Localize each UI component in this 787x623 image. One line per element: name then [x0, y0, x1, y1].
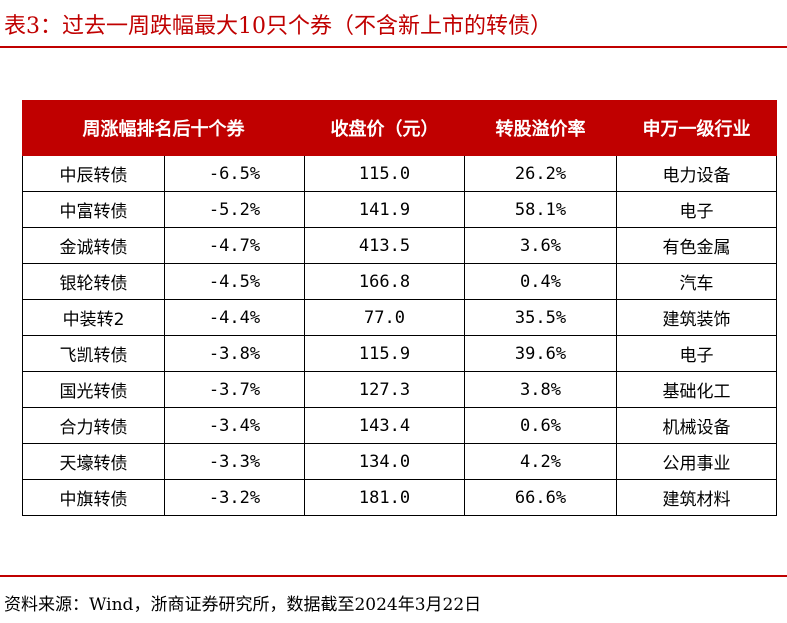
premium-cell: 66.6% — [464, 479, 617, 516]
bond-table: 周涨幅排名后十个券 收盘价（元） 转股溢价率 申万一级行业 中辰转债 -6.5% 1… — [22, 100, 777, 516]
header-premium: 转股溢价率 — [464, 100, 617, 156]
premium-cell: 3.8% — [464, 371, 617, 408]
premium-cell: 35.5% — [464, 299, 617, 336]
close-price-cell: 413.5 — [304, 227, 465, 264]
close-price-cell: 115.9 — [304, 335, 465, 372]
table-header-row: 周涨幅排名后十个券 收盘价（元） 转股溢价率 申万一级行业 — [22, 100, 777, 156]
industry-cell: 基础化工 — [616, 371, 777, 408]
table-row: 中富转债 -5.2% 141.9 58.1% 电子 — [22, 191, 777, 228]
bond-name-cell: 中装转2 — [22, 299, 165, 336]
header-industry: 申万一级行业 — [616, 100, 777, 156]
close-price-cell: 115.0 — [304, 155, 465, 192]
table-row: 中装转2 -4.4% 77.0 35.5% 建筑装饰 — [22, 299, 777, 336]
table-row: 中旗转债 -3.2% 181.0 66.6% 建筑材料 — [22, 479, 777, 516]
bond-name-cell: 中辰转债 — [22, 155, 165, 192]
table-row: 国光转债 -3.7% 127.3 3.8% 基础化工 — [22, 371, 777, 408]
change-cell: -3.2% — [164, 479, 305, 516]
table-row: 合力转债 -3.4% 143.4 0.6% 机械设备 — [22, 407, 777, 444]
table-row: 金诚转债 -4.7% 413.5 3.6% 有色金属 — [22, 227, 777, 264]
table-row: 飞凯转债 -3.8% 115.9 39.6% 电子 — [22, 335, 777, 372]
bond-name-cell: 天壕转债 — [22, 443, 165, 480]
table-row: 中辰转债 -6.5% 115.0 26.2% 电力设备 — [22, 155, 777, 192]
industry-cell: 机械设备 — [616, 407, 777, 444]
industry-cell: 电力设备 — [616, 155, 777, 192]
close-price-cell: 127.3 — [304, 371, 465, 408]
premium-cell: 4.2% — [464, 443, 617, 480]
industry-cell: 电子 — [616, 335, 777, 372]
premium-cell: 3.6% — [464, 227, 617, 264]
change-cell: -3.4% — [164, 407, 305, 444]
footer-divider — [0, 575, 787, 577]
bond-name-cell: 中旗转债 — [22, 479, 165, 516]
source-note: 资料来源：Wind，浙商证券研究所，数据截至2024年3月22日 — [4, 595, 482, 615]
premium-cell: 0.4% — [464, 263, 617, 300]
premium-cell: 26.2% — [464, 155, 617, 192]
industry-cell: 有色金属 — [616, 227, 777, 264]
change-cell: -3.3% — [164, 443, 305, 480]
close-price-cell: 143.4 — [304, 407, 465, 444]
header-close: 收盘价（元） — [304, 100, 465, 156]
change-cell: -4.5% — [164, 263, 305, 300]
bond-name-cell: 中富转债 — [22, 191, 165, 228]
bond-name-cell: 金诚转债 — [22, 227, 165, 264]
header-rank: 周涨幅排名后十个券 — [22, 100, 305, 156]
change-cell: -3.7% — [164, 371, 305, 408]
table-row: 天壕转债 -3.3% 134.0 4.2% 公用事业 — [22, 443, 777, 480]
table-title: 表3：过去一周跌幅最大10只个券（不含新上市的转债） — [4, 14, 552, 39]
close-price-cell: 141.9 — [304, 191, 465, 228]
industry-cell: 汽车 — [616, 263, 777, 300]
premium-cell: 39.6% — [464, 335, 617, 372]
industry-cell: 建筑装饰 — [616, 299, 777, 336]
industry-cell: 电子 — [616, 191, 777, 228]
change-cell: -4.4% — [164, 299, 305, 336]
bond-name-cell: 飞凯转债 — [22, 335, 165, 372]
bond-name-cell: 银轮转债 — [22, 263, 165, 300]
premium-cell: 58.1% — [464, 191, 617, 228]
title-divider — [0, 46, 787, 48]
close-price-cell: 134.0 — [304, 443, 465, 480]
change-cell: -6.5% — [164, 155, 305, 192]
bond-name-cell: 合力转债 — [22, 407, 165, 444]
change-cell: -5.2% — [164, 191, 305, 228]
bond-name-cell: 国光转债 — [22, 371, 165, 408]
close-price-cell: 77.0 — [304, 299, 465, 336]
premium-cell: 0.6% — [464, 407, 617, 444]
industry-cell: 建筑材料 — [616, 479, 777, 516]
change-cell: -4.7% — [164, 227, 305, 264]
table-row: 银轮转债 -4.5% 166.8 0.4% 汽车 — [22, 263, 777, 300]
change-cell: -3.8% — [164, 335, 305, 372]
industry-cell: 公用事业 — [616, 443, 777, 480]
close-price-cell: 166.8 — [304, 263, 465, 300]
close-price-cell: 181.0 — [304, 479, 465, 516]
